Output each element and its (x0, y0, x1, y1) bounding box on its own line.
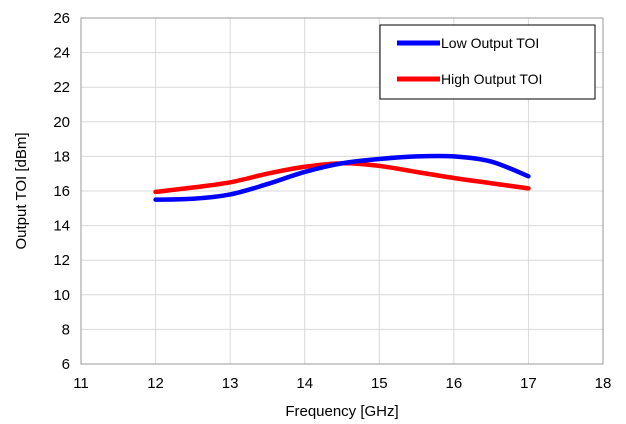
y-tick-label: 18 (53, 148, 70, 165)
y-tick-label: 12 (53, 252, 70, 269)
series-layer (156, 156, 529, 200)
x-axis-title: Frequency [GHz] (285, 403, 398, 420)
x-tick-label: 11 (73, 375, 89, 392)
x-tick-label: 18 (595, 375, 612, 392)
y-axis-title: Output TOI [dBm] (13, 133, 30, 250)
x-axis-ticks: 11 12 13 14 15 16 17 18 (73, 375, 611, 392)
x-tick-label: 17 (520, 375, 537, 392)
x-tick-label: 14 (296, 375, 313, 392)
x-tick-label: 16 (446, 375, 463, 392)
y-tick-label: 16 (53, 183, 70, 200)
y-tick-label: 8 (62, 321, 70, 338)
y-tick-label: 10 (53, 287, 70, 304)
x-tick-label: 13 (222, 375, 239, 392)
legend-label-low-output-toi: Low Output TOI (441, 35, 539, 51)
y-tick-label: 22 (53, 79, 70, 96)
x-tick-label: 12 (147, 375, 164, 392)
y-tick-label: 14 (53, 218, 70, 235)
y-tick-label: 26 (53, 10, 70, 27)
series-line-low-output-toi (156, 156, 529, 200)
x-tick-label: 15 (371, 375, 388, 392)
y-tick-label: 20 (53, 114, 70, 131)
y-tick-label: 24 (53, 45, 70, 62)
legend-label-high-output-toi: High Output TOI (441, 71, 542, 87)
series-line-high-output-toi (156, 163, 529, 192)
y-axis-ticks: 6 8 10 12 14 16 18 20 22 24 26 (53, 10, 70, 373)
legend: Low Output TOI High Output TOI (380, 25, 595, 99)
y-tick-label: 6 (62, 356, 70, 373)
